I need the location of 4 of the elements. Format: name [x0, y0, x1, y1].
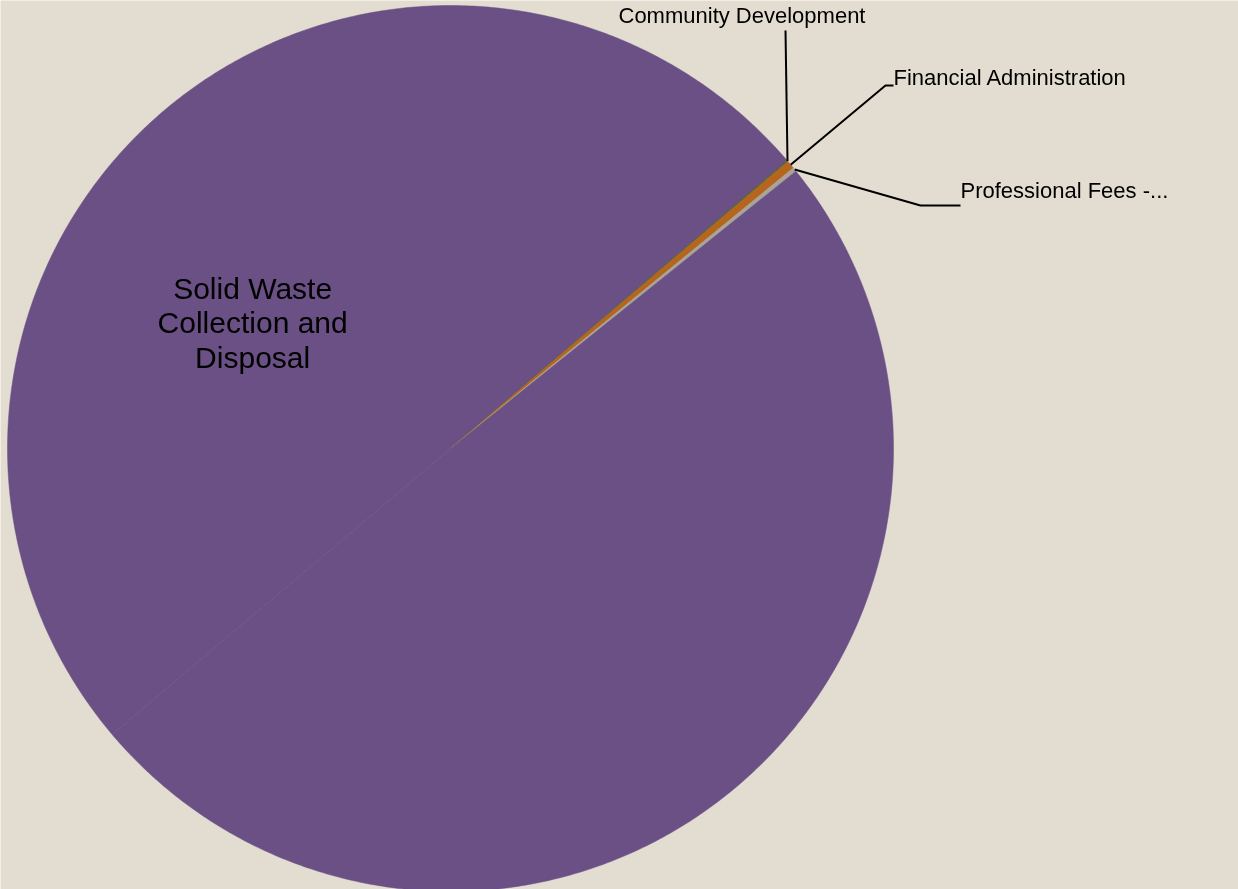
- slice-label: Community Development: [618, 3, 866, 28]
- slice-label: Financial Administration: [893, 65, 1126, 90]
- slice-label: Solid Waste Collection and Disposal: [157, 271, 348, 375]
- slice-label: Professional Fees -...: [960, 178, 1169, 203]
